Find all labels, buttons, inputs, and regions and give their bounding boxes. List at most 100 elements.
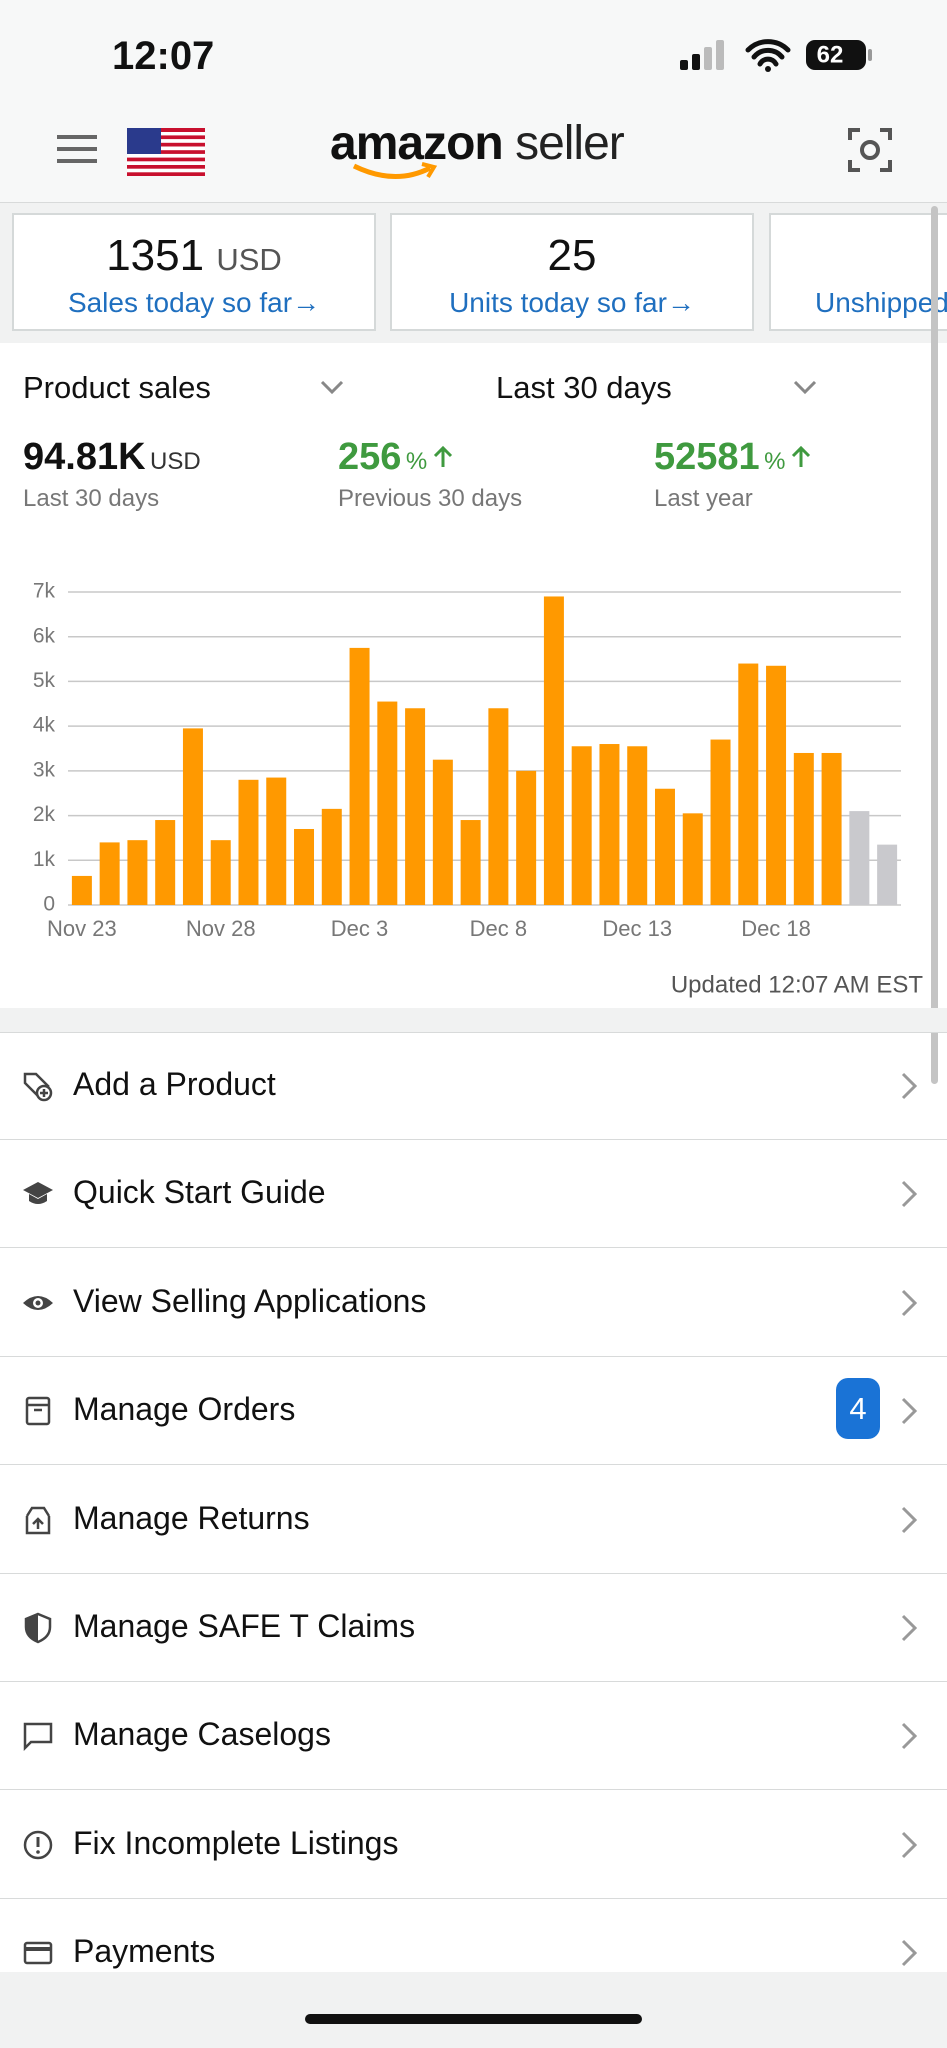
logo: amazon seller	[330, 116, 625, 171]
menu-button[interactable]	[55, 132, 99, 166]
y-tick-label: 5k	[33, 669, 56, 692]
header: 12:07 62 amazon seller	[0, 0, 947, 203]
home-indicator	[305, 2014, 642, 2024]
icon	[25, 1396, 51, 1426]
stat-unit: %	[764, 448, 786, 475]
metric-label: Product sales	[23, 370, 211, 405]
menu-item[interactable]: Fix Incomplete Listings	[0, 1791, 947, 1899]
stat: 256 % Previous 30 days	[338, 436, 522, 513]
flag-icon[interactable]	[127, 128, 205, 176]
y-tick-label: 1k	[33, 848, 56, 871]
bar	[460, 820, 481, 905]
scrollbar	[931, 206, 938, 1084]
menu-label: Manage Caselogs	[73, 1716, 331, 1752]
icon	[25, 1506, 51, 1535]
summary-cards: 1351 USD Sales today so far→ 25 Units to…	[0, 203, 947, 343]
card-label: Sales today so far	[67, 287, 293, 318]
card-unit: USD	[216, 242, 282, 277]
menu-item[interactable]: Manage Caselogs	[0, 1682, 947, 1790]
bar	[738, 663, 759, 905]
y-tick-label: 7k	[33, 580, 56, 603]
menu-label: Manage Returns	[73, 1500, 310, 1536]
stat-label: Last year	[654, 485, 753, 512]
stat-value: 52581	[654, 436, 760, 478]
stat-unit: %	[405, 448, 428, 475]
icon	[23, 1296, 53, 1310]
logo-brand: amazon	[330, 117, 504, 170]
chevron	[901, 1614, 917, 1642]
x-tick-label: Nov 28	[186, 916, 256, 941]
units-card[interactable]: 25 Units today so far→	[390, 213, 754, 331]
bar	[210, 840, 231, 905]
x-tick-label: Dec 13	[602, 916, 672, 941]
y-tick-label: 4k	[33, 714, 56, 737]
stat-label: Last 30 days	[23, 485, 160, 512]
bar	[793, 752, 814, 905]
badge: 4	[836, 1378, 880, 1439]
x-tick-label: Dec 18	[741, 916, 811, 941]
bar	[349, 647, 370, 905]
icon	[23, 1182, 53, 1204]
x-tick-label: Nov 23	[47, 916, 117, 941]
chevron	[901, 1072, 917, 1100]
menu-label: Payments	[73, 1933, 216, 1969]
bar	[821, 752, 842, 905]
bar	[877, 844, 898, 905]
x-tick-label: Dec 3	[331, 916, 388, 941]
unshipped-card[interactable]: 4 Unshipped	[769, 213, 947, 331]
status-icons: 62	[680, 39, 872, 72]
bar	[182, 728, 203, 905]
updated-note: Updated 12:07 AM EST	[671, 971, 923, 998]
menu-item[interactable]: Manage Returns	[0, 1466, 947, 1574]
menu-item[interactable]: Manage SAFE T Claims	[0, 1574, 947, 1682]
bar	[654, 788, 675, 905]
menu-label: View Selling Applications	[73, 1283, 427, 1319]
chevron	[901, 1180, 917, 1208]
bar	[405, 708, 426, 905]
menu-item[interactable]: Manage Orders 4	[0, 1357, 947, 1465]
menu-label: Manage SAFE T Claims	[73, 1608, 416, 1644]
menu-item[interactable]: Payments	[0, 1899, 947, 2007]
bar	[599, 744, 620, 905]
card-label: Units today so far	[449, 287, 667, 318]
bar	[627, 746, 648, 905]
menu-label: Manage Orders	[73, 1391, 296, 1427]
bar	[294, 828, 315, 905]
menu-label: Add a Product	[73, 1066, 276, 1102]
sales-card[interactable]: 1351 USD Sales today so far→	[12, 213, 376, 331]
bar	[682, 813, 703, 905]
up-arrow	[433, 445, 452, 467]
home-area	[0, 1972, 947, 2048]
chevron	[901, 1939, 917, 1967]
stat-value: 256	[338, 436, 402, 478]
x-tick-label: Dec 8	[470, 916, 527, 941]
logo-smile	[352, 162, 438, 179]
scan-button[interactable]	[848, 128, 892, 172]
chevron	[901, 1397, 917, 1425]
bar	[488, 708, 509, 905]
menu-label: Fix Incomplete Listings	[73, 1825, 399, 1861]
bar	[543, 596, 564, 905]
stat: 52581 % Last year	[654, 436, 812, 513]
stat-unit: USD	[150, 448, 201, 475]
chevron	[901, 1506, 917, 1534]
icon	[23, 1072, 53, 1102]
period-label: Last 30 days	[496, 370, 672, 405]
y-tick-label: 0	[43, 893, 55, 916]
menu-item[interactable]: Add a Product	[0, 1032, 947, 1140]
bar	[238, 779, 259, 905]
y-tick-label: 2k	[33, 803, 56, 826]
metric-dropdown[interactable]: Product sales	[23, 370, 211, 406]
card-value: 25	[547, 231, 597, 280]
menu-item[interactable]: Quick Start Guide	[0, 1140, 947, 1248]
sales-chart: Updated 12:07 AM EST 0 1k 2k 3k 4k 5k 6k 7k Nov …	[33, 580, 924, 999]
bar	[377, 701, 398, 905]
card-value: 1351	[106, 231, 205, 280]
icon	[23, 1941, 53, 1965]
stat-label: Previous 30 days	[338, 485, 523, 512]
bar	[127, 840, 148, 905]
period-dropdown[interactable]: Last 30 days	[496, 370, 672, 406]
menu-item[interactable]: View Selling Applications	[0, 1249, 947, 1357]
bar	[571, 746, 592, 905]
